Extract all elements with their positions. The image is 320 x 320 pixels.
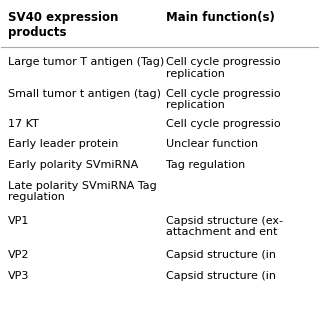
Text: Small tumor t antigen (tag): Small tumor t antigen (tag) [8, 89, 161, 99]
Text: Tag regulation: Tag regulation [166, 160, 245, 170]
Text: Cell cycle progressio
replication: Cell cycle progressio replication [166, 57, 281, 78]
Text: Unclear function: Unclear function [166, 140, 259, 149]
Text: VP1: VP1 [8, 215, 29, 226]
Text: Capsid structure (in: Capsid structure (in [166, 271, 276, 281]
Text: Cell cycle progressio: Cell cycle progressio [166, 119, 281, 129]
Text: Cell cycle progressio
replication: Cell cycle progressio replication [166, 89, 281, 110]
Text: Capsid structure (in: Capsid structure (in [166, 251, 276, 260]
Text: Main function(s): Main function(s) [166, 11, 275, 24]
Text: 17 KT: 17 KT [8, 119, 38, 129]
Text: Large tumor T antigen (Tag): Large tumor T antigen (Tag) [8, 57, 164, 67]
Text: VP2: VP2 [8, 251, 29, 260]
Text: VP3: VP3 [8, 271, 29, 281]
Text: Capsid structure (ex-
attachment and ent: Capsid structure (ex- attachment and ent [166, 215, 283, 237]
Text: Late polarity SVmiRNA Tag
regulation: Late polarity SVmiRNA Tag regulation [8, 180, 156, 202]
Text: Early leader protein: Early leader protein [8, 140, 118, 149]
Text: SV40 expression
products: SV40 expression products [8, 11, 118, 39]
Text: Early polarity SVmiRNA: Early polarity SVmiRNA [8, 160, 138, 170]
